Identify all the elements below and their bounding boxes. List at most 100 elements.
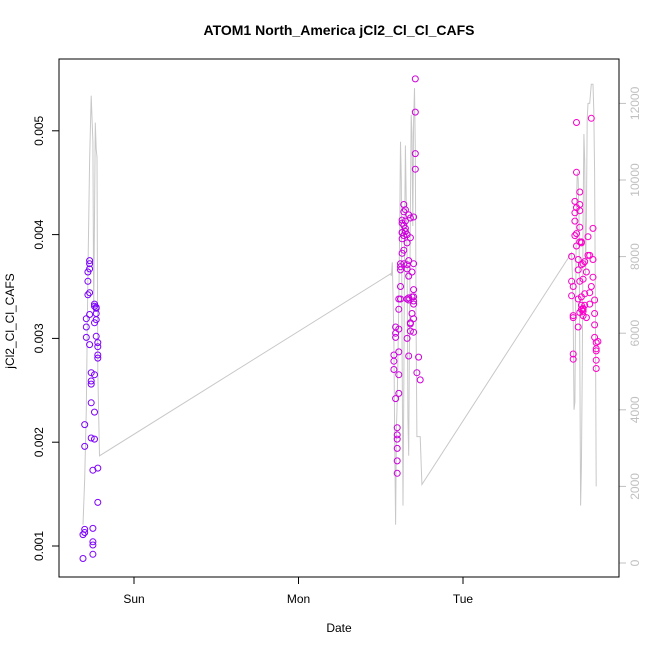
data-point <box>569 283 577 290</box>
data-point <box>581 301 589 309</box>
data-point <box>592 356 600 364</box>
data-point <box>94 464 102 472</box>
y2-tick-label: 10000 <box>628 163 642 197</box>
data-point <box>589 224 597 232</box>
data-point <box>410 286 418 294</box>
data-point <box>91 408 98 416</box>
y-tick-label: 0.001 <box>32 531 46 561</box>
data-point <box>79 555 87 562</box>
data-point <box>89 524 97 532</box>
data-point <box>86 311 94 318</box>
data-point <box>81 529 89 536</box>
data-point <box>405 257 413 265</box>
data-point <box>401 217 409 225</box>
data-point <box>574 266 582 274</box>
data-point <box>403 239 411 247</box>
data-point <box>403 261 411 269</box>
data-point <box>393 424 401 432</box>
data-point <box>571 217 579 225</box>
data-point <box>401 224 409 232</box>
data-point <box>81 525 89 533</box>
y-axis-label: jCl2_Cl_Cl_CAFS <box>3 273 17 369</box>
data-point <box>576 223 584 231</box>
data-point <box>87 377 95 385</box>
data-point <box>582 314 590 322</box>
data-point <box>400 260 408 268</box>
data-point <box>576 188 584 196</box>
data-point <box>87 434 95 442</box>
y-tick-label: 0.005 <box>32 115 46 145</box>
data-point <box>81 442 89 450</box>
data-point <box>393 457 401 465</box>
data-point <box>569 350 577 358</box>
data-point <box>411 75 419 83</box>
data-point <box>579 307 587 315</box>
y2-tick-label: 2000 <box>628 473 642 500</box>
x-tick-label: Sun <box>123 592 144 606</box>
data-point <box>405 352 413 360</box>
data-point <box>92 332 100 340</box>
data-point <box>577 239 585 247</box>
data-point <box>91 302 98 310</box>
data-point <box>411 108 419 116</box>
data-point <box>395 305 403 313</box>
data-point <box>393 469 401 477</box>
data-point <box>84 277 92 285</box>
data-point <box>410 300 418 308</box>
data-point <box>591 321 599 329</box>
data-point <box>91 435 98 443</box>
data-point <box>86 265 94 273</box>
data-point <box>592 345 600 353</box>
data-point <box>582 268 590 276</box>
data-point <box>92 316 100 324</box>
data-point <box>589 273 597 281</box>
data-point <box>84 291 92 299</box>
data-point <box>416 376 424 384</box>
data-point <box>91 371 98 379</box>
data-point <box>410 315 418 323</box>
data-point <box>410 328 418 336</box>
data-point <box>568 292 576 300</box>
data-point <box>86 341 94 349</box>
data-point <box>94 351 102 359</box>
data-point <box>82 333 90 341</box>
data-point <box>86 257 94 265</box>
data-point <box>392 333 400 341</box>
data-point <box>94 339 102 347</box>
data-point <box>576 207 584 215</box>
data-point <box>94 343 102 351</box>
data-point <box>400 232 408 240</box>
data-point <box>592 347 600 355</box>
y2-tick-label: 6000 <box>628 320 642 347</box>
data-point <box>400 208 408 216</box>
y-tick-label: 0.003 <box>32 323 46 353</box>
plot-marks <box>79 75 602 562</box>
data-point <box>406 320 414 328</box>
data-point <box>395 348 403 356</box>
data-point <box>403 334 411 342</box>
data-point <box>571 232 579 240</box>
data-point <box>415 353 423 361</box>
data-point <box>586 300 594 308</box>
data-point <box>87 399 95 407</box>
data-point <box>592 365 600 372</box>
data-point <box>89 541 97 549</box>
data-point <box>82 315 90 323</box>
data-point <box>573 168 580 176</box>
data-point <box>586 289 594 297</box>
data-point <box>397 266 404 274</box>
data-point <box>579 260 587 268</box>
data-point <box>587 114 595 122</box>
data-point <box>571 197 579 205</box>
data-point <box>574 323 582 331</box>
x-tick-label: Tue <box>453 592 474 606</box>
data-point <box>82 323 90 331</box>
data-point <box>92 304 100 312</box>
data-point <box>591 310 599 317</box>
data-point <box>406 234 414 242</box>
data-point <box>589 256 597 263</box>
data-point <box>87 380 95 388</box>
data-point <box>401 206 409 214</box>
data-point <box>89 538 97 546</box>
